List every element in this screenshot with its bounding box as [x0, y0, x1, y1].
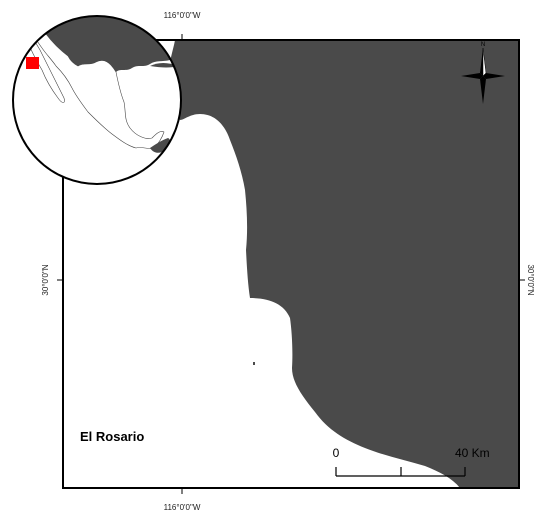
north-arrow-north-half — [482, 47, 487, 77]
north-arrow-south-point — [480, 76, 486, 104]
main-map — [62, 39, 520, 489]
land-mass — [167, 40, 519, 488]
scale-bar: 0 40 Km — [333, 446, 490, 477]
study-area-marker — [26, 57, 39, 69]
map-frame — [62, 39, 520, 489]
north-arrow-east-point — [483, 73, 505, 79]
north-arrow: N — [461, 42, 505, 104]
top-longitude-label: 116°0'0"W — [164, 11, 201, 20]
north-arrow-west-point — [461, 73, 483, 79]
left-latitude-label: 30°0'0"N — [41, 264, 50, 295]
inset-border — [12, 15, 182, 185]
north-arrow-label: N — [481, 42, 485, 48]
right-latitude-label: 30°0'0"N — [526, 264, 534, 295]
bottom-longitude-label: 116°0'0"W — [164, 503, 201, 512]
small-island — [253, 362, 255, 365]
place-label: El Rosario — [80, 429, 144, 444]
graticule: 116°0'0"W 116°0'0"W 30°0'0"N 30°0'0"N — [41, 11, 534, 512]
inset-mexico-land — [21, 16, 165, 149]
inset-cuba — [150, 63, 178, 68]
scale-bar-end-label: 40 Km — [455, 446, 490, 460]
scale-bar-start-label: 0 — [333, 446, 340, 460]
